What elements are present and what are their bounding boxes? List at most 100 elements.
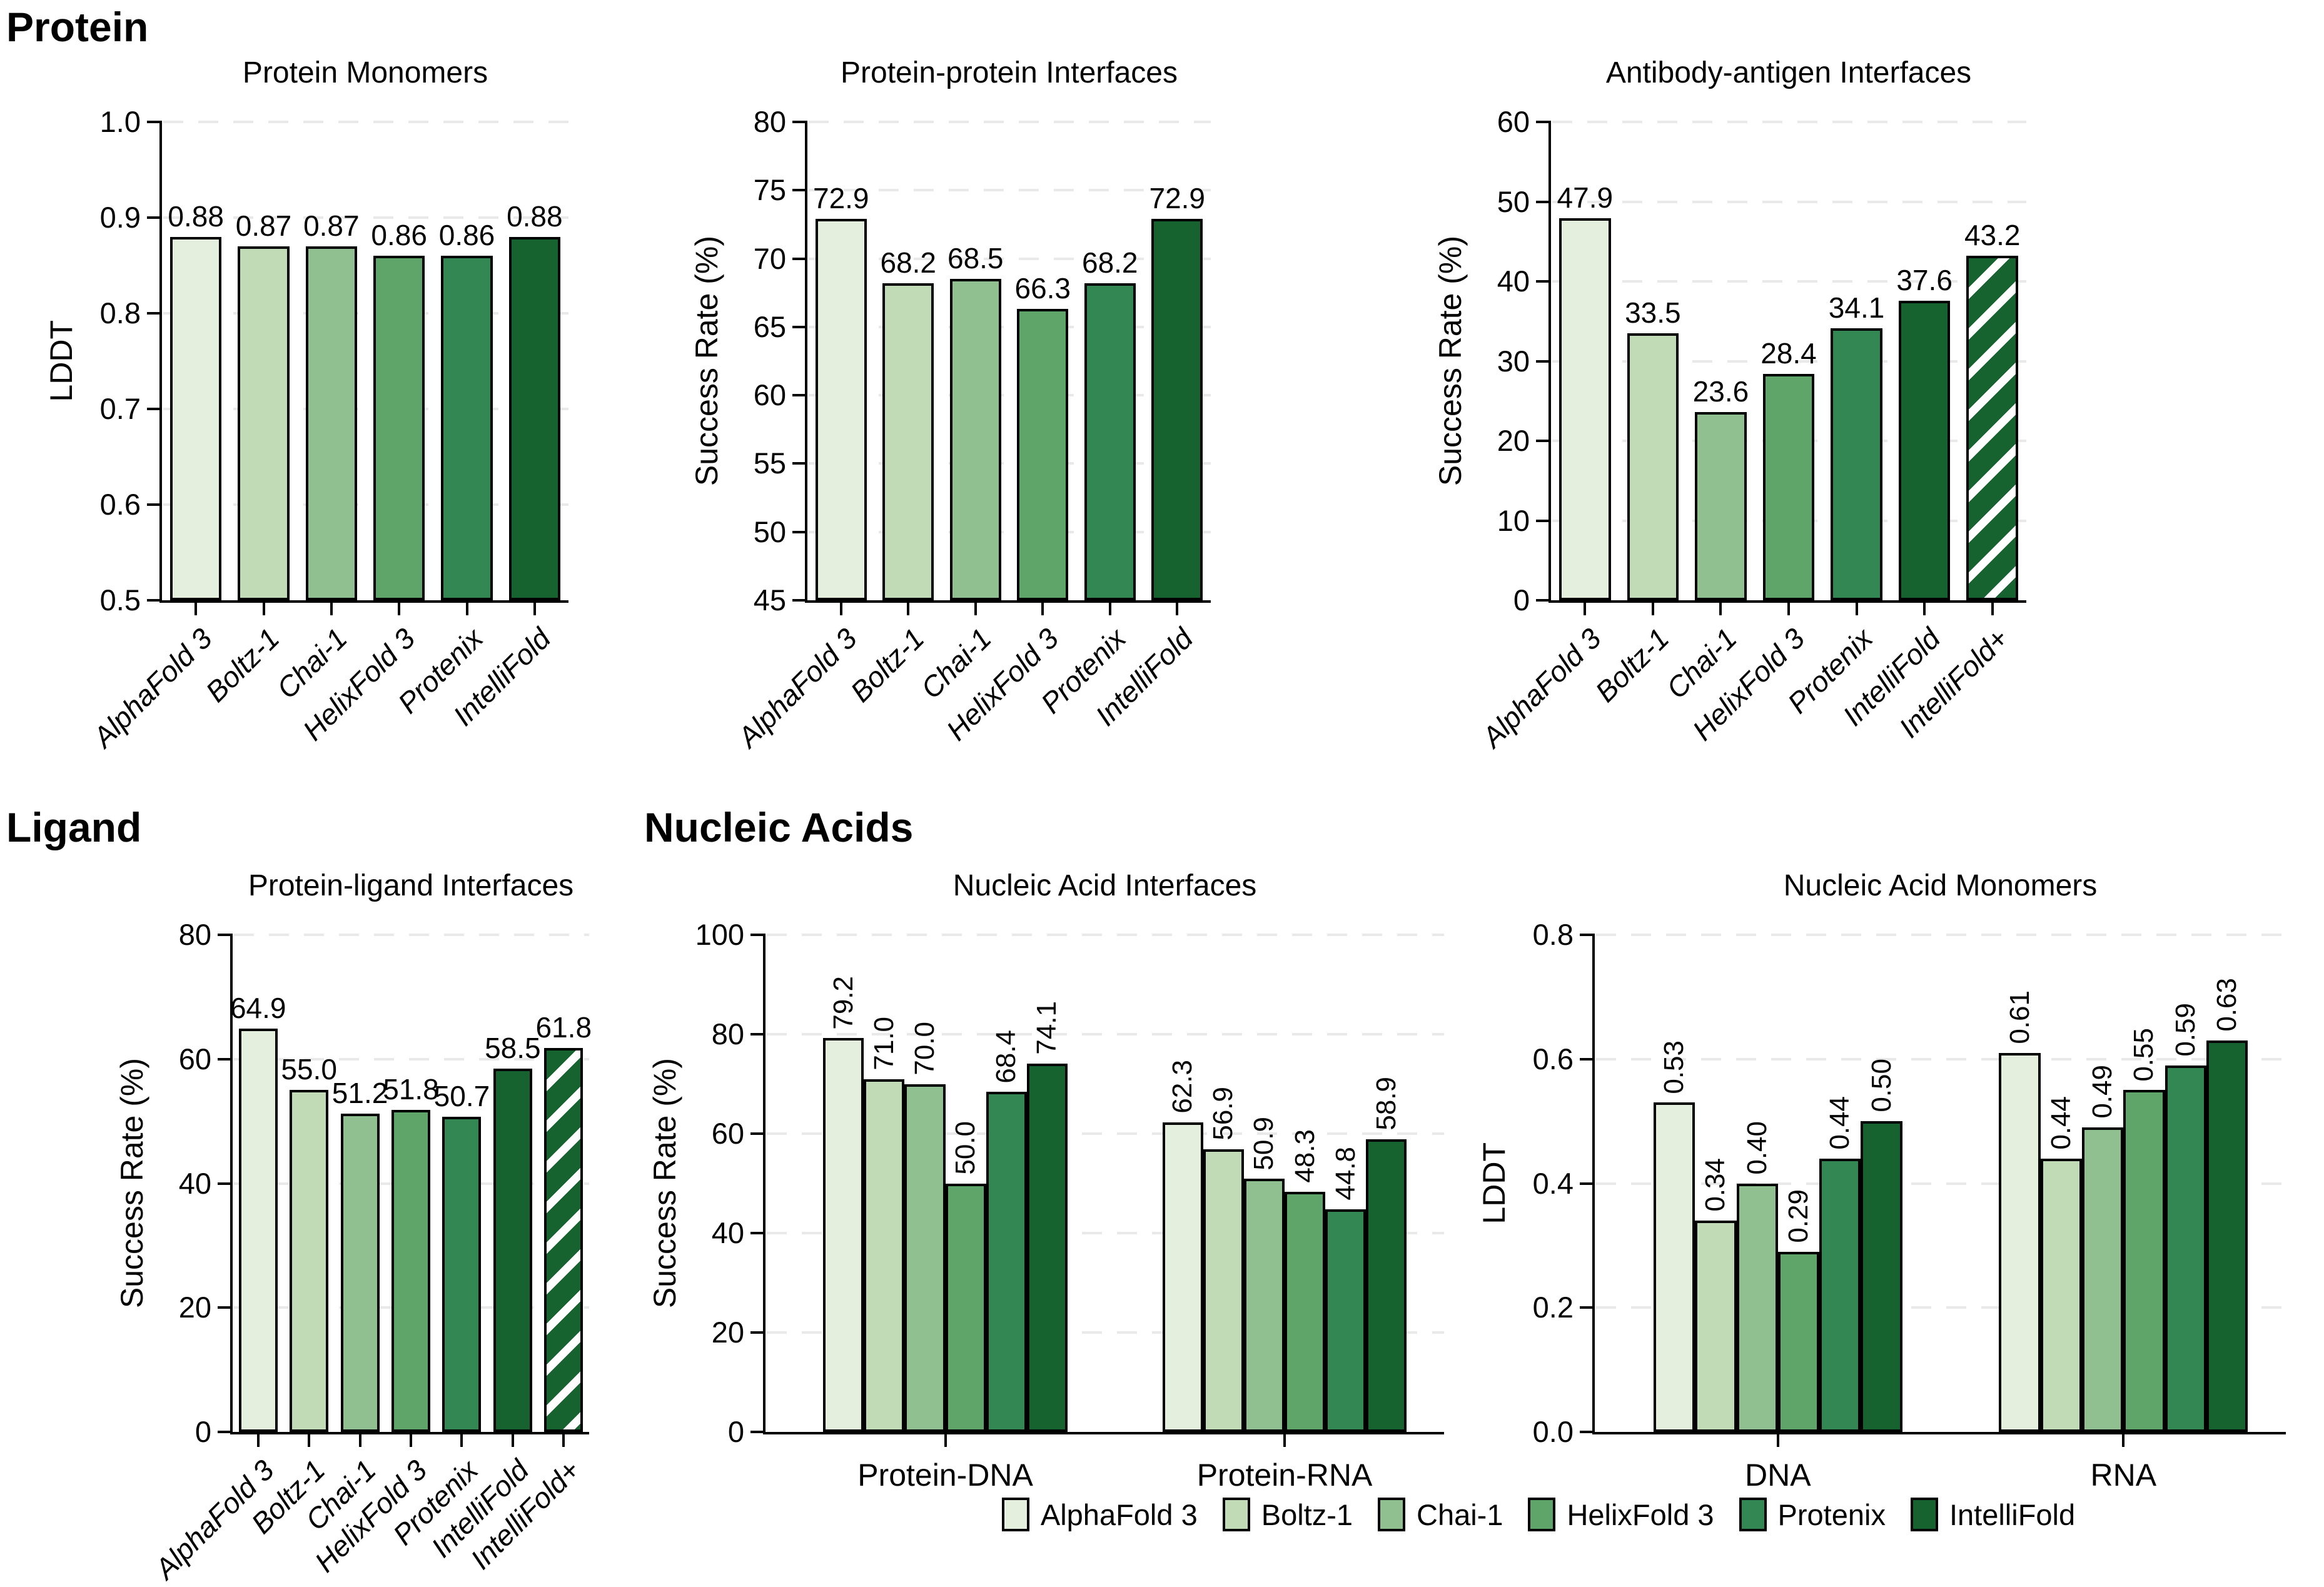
chart-title: Protein-protein Interfaces — [841, 56, 1178, 89]
bar — [1898, 300, 1951, 600]
y-axis-label-text: LDDT — [1477, 1142, 1512, 1224]
bar-value-text: 0.49 — [2087, 1065, 2118, 1119]
bar-value-label: 0.87 — [235, 209, 292, 242]
y-tick-label: 20 — [711, 1316, 744, 1349]
gridline — [809, 257, 1211, 260]
y-tick-label: 40 — [1497, 264, 1530, 298]
y-axis-label-text: Success Rate (%) — [647, 1058, 682, 1309]
bar-value-text: 0.29 — [1782, 1189, 1814, 1243]
legend-item: Boltz-1 — [1222, 1498, 1353, 1532]
bar-value-text: 48.3 — [1289, 1129, 1320, 1184]
bar-value-label: 0.59 — [2167, 1003, 2205, 1057]
y-axis-tick — [218, 1306, 230, 1309]
section-header-ligand: Ligand — [6, 804, 142, 850]
bar-value-label: 58.9 — [1368, 1077, 1405, 1131]
y-axis-spine — [159, 121, 162, 603]
chart-title: Nucleic Acid Monomers — [1783, 869, 2098, 902]
bar-value-label: 0.34 — [1697, 1158, 1734, 1212]
chart-title: Antibody-antigen Interfaces — [1605, 56, 1972, 89]
bar-value-label: 0.88 — [507, 199, 563, 233]
x-axis-tick — [1041, 603, 1044, 615]
bar-value-label: 72.9 — [812, 182, 869, 215]
y-tick-label: 30 — [1497, 344, 1530, 378]
y-axis-tick — [147, 216, 159, 219]
gridline — [1596, 1182, 2286, 1185]
y-tick-label: 60 — [178, 1042, 211, 1076]
bar-value-text: 0.61 — [2004, 990, 2035, 1044]
x-axis-tick — [460, 1434, 463, 1447]
bar-value-text: 0.50 — [1866, 1059, 1897, 1113]
gridline — [234, 1057, 589, 1061]
x-axis-spine — [1548, 600, 2026, 603]
gridline — [1596, 1306, 2286, 1309]
x-axis-tick — [839, 603, 842, 615]
bar — [823, 1038, 864, 1432]
y-axis-tick — [1580, 1306, 1592, 1309]
y-tick-label: 55 — [753, 446, 786, 480]
bar-value-label: 51.2 — [331, 1077, 388, 1110]
y-tick-label: 0 — [1513, 583, 1530, 617]
bar — [1243, 1179, 1285, 1432]
bar-value-text: 68.4 — [991, 1029, 1022, 1084]
x-axis-spine — [805, 600, 1211, 603]
bar-value-label: 50.0 — [947, 1121, 984, 1175]
bar-value-text: 0.44 — [1824, 1096, 1856, 1150]
chart-nucleic-acid-monomers: Nucleic Acid Monomers LDDT 0.0 0.2 0.4 0.6 0.8… — [1477, 870, 2286, 1493]
bar — [1285, 1192, 1326, 1432]
y-axis-label-text: Success Rate (%) — [114, 1058, 149, 1309]
y-axis-tick — [1536, 440, 1548, 443]
gridline — [163, 503, 568, 506]
bar-value-label: 0.44 — [2043, 1096, 2080, 1150]
x-axis-tick — [262, 603, 265, 615]
y-axis-tick — [147, 121, 159, 123]
bar-value-label: 64.9 — [230, 992, 286, 1025]
y-axis-tick — [147, 503, 159, 506]
bar — [508, 236, 560, 600]
bar-value-label: 33.5 — [1625, 296, 1681, 329]
x-tick-label: AlphaFold 3 — [86, 622, 218, 753]
gridline — [767, 1232, 1444, 1234]
y-axis-tick — [792, 189, 805, 192]
y-tick-label: 0.8 — [99, 296, 141, 330]
gridline — [767, 1132, 1444, 1135]
legend-swatch — [1528, 1498, 1556, 1531]
bar — [1559, 218, 1611, 600]
gridline — [767, 1033, 1444, 1035]
bar-value-text: 0.44 — [2045, 1096, 2076, 1150]
y-axis-tick — [1536, 280, 1548, 283]
bar-value-label: 0.87 — [303, 209, 360, 242]
x-axis-tick — [1108, 603, 1111, 615]
bar-value-label: 79.2 — [825, 976, 862, 1030]
x-axis-tick — [1651, 603, 1654, 615]
x-axis-tick — [256, 1434, 260, 1447]
bar-value-label: 55.0 — [281, 1053, 337, 1086]
bar-value-text: 0.34 — [1700, 1158, 1731, 1212]
x-group-label: Protein-RNA — [1196, 1458, 1373, 1493]
bar — [544, 1047, 584, 1432]
bar — [238, 1029, 278, 1432]
y-axis-tick — [792, 394, 805, 397]
x-axis-tick — [410, 1434, 412, 1447]
y-tick-label: 50 — [753, 515, 786, 548]
bar — [1819, 1158, 1861, 1432]
bar-value-text: 58.9 — [1370, 1077, 1402, 1131]
x-axis-tick — [398, 603, 401, 615]
x-axis-tick — [2122, 1434, 2125, 1447]
x-axis-tick — [1923, 603, 1926, 615]
chart-nucleic-acid-interfaces: Nucleic Acid Interfaces Success Rate (%) 0… — [647, 870, 1444, 1493]
y-tick-label: 0 — [195, 1415, 211, 1448]
bar-value-label: 28.4 — [1761, 336, 1817, 370]
bar-value-label: 0.61 — [2001, 990, 2039, 1044]
bar — [1203, 1149, 1244, 1432]
bar-value-label: 66.3 — [1014, 272, 1071, 305]
y-tick-label: 0.5 — [99, 583, 141, 617]
y-axis-tick — [147, 408, 159, 410]
bar — [493, 1068, 532, 1432]
bar — [2206, 1040, 2248, 1432]
y-tick-label: 50 — [1497, 184, 1530, 218]
x-tick-label: AlphaFold 3 — [1475, 622, 1607, 753]
y-axis-tick — [792, 462, 805, 465]
bar — [2082, 1127, 2124, 1432]
y-axis-label-text: Success Rate (%) — [689, 236, 724, 486]
